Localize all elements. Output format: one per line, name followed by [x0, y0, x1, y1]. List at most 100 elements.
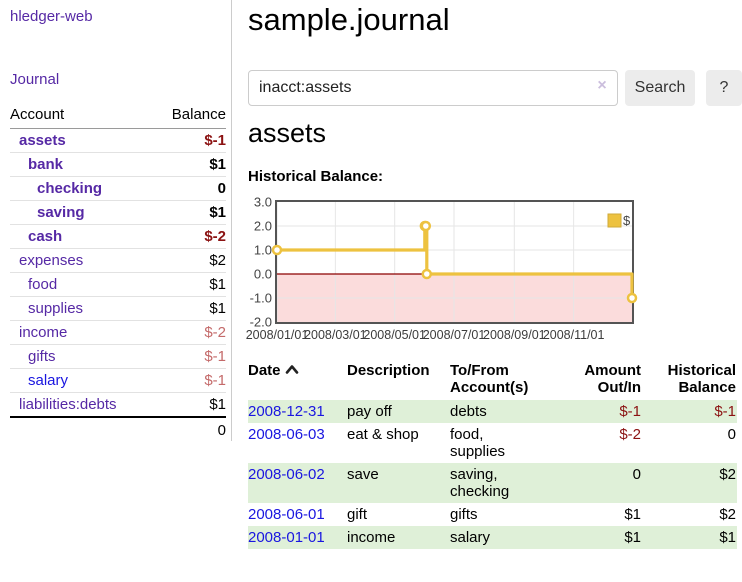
account-heading: assets [248, 118, 327, 148]
account-row: food $1 [10, 272, 226, 297]
account-link[interactable]: expenses [19, 252, 84, 269]
historical-balance-chart: 3.0 2.0 1.0 0.0 -1.0 -2.0 2008/01/01 2008/03/01… [246, 195, 742, 348]
account-link[interactable]: liabilities:debts [19, 396, 117, 413]
transaction-balance: $1 [719, 529, 736, 546]
transaction-description: gift [347, 506, 368, 523]
transaction-accounts: gifts [450, 506, 478, 523]
sidebar: hledger-web Journal Account Balance asse… [0, 0, 231, 582]
account-balance: $1 [153, 272, 226, 297]
transaction-description: eat & shop [347, 426, 419, 443]
help-button[interactable]: ? [706, 70, 742, 106]
app-brand-link[interactable]: hledger-web [10, 8, 93, 25]
data-point-marker [421, 268, 433, 280]
accounts-total-row: 0 [10, 416, 226, 443]
account-row: income $-2 [10, 320, 226, 345]
transaction-amount: $-1 [619, 403, 641, 420]
y-axis-tick-label: 1.0 [254, 243, 272, 258]
register-header-date[interactable]: Date [248, 360, 347, 400]
account-balance: $1 [153, 296, 226, 321]
transaction-date-link[interactable]: 2008-06-02 [248, 466, 325, 483]
account-link[interactable]: cash [28, 228, 63, 245]
account-link[interactable]: income [19, 324, 68, 341]
accounts-total-value: 0 [153, 416, 226, 443]
x-axis-tick-label: 2008/05/01 [363, 328, 426, 342]
account-row: cash $-2 [10, 224, 226, 249]
account-row: liabilities:debts $1 [10, 392, 226, 417]
register-row: 2008-06-01 gift gifts $1 $2 [248, 503, 737, 526]
x-axis-tick-label: 2008/01/01 [246, 328, 309, 342]
account-balance: $-1 [204, 132, 226, 149]
legend-swatch [607, 213, 622, 228]
plot-border [275, 200, 634, 324]
x-axis-tick-label: 2008/09/01 [483, 328, 546, 342]
account-balance: $2 [153, 248, 226, 273]
x-axis-tick-label: 2008/03/01 [304, 328, 367, 342]
page-title: sample.journal [248, 2, 450, 37]
account-link[interactable]: salary [28, 372, 69, 389]
account-link[interactable]: supplies [28, 300, 84, 317]
transaction-amount: $1 [624, 506, 641, 523]
y-axis-tick-label: -2.0 [250, 315, 272, 330]
account-balance: 0 [153, 176, 226, 201]
account-row: salary $-1 [10, 368, 226, 393]
transaction-accounts: debts [450, 403, 487, 420]
register-header-description: Description [347, 362, 430, 379]
accounts-total-spacer [10, 416, 154, 443]
transaction-date-link[interactable]: 2008-06-03 [248, 426, 325, 443]
account-link[interactable]: saving [37, 204, 85, 221]
transaction-balance: 0 [727, 426, 736, 443]
chart-heading: Historical Balance: [248, 168, 384, 185]
account-row: assets $-1 [10, 129, 226, 153]
y-axis-tick-label: 3.0 [254, 195, 272, 210]
accounts-table-body: assets $-1 bank $1 checking 0 saving $1 cash $-2 e… [10, 129, 226, 417]
transaction-accounts: food, supplies [450, 426, 506, 460]
register-header-accounts: To/From Account(s) [450, 362, 529, 396]
account-row: gifts $-1 [10, 344, 226, 369]
account-balance: $1 [153, 392, 226, 417]
x-axis-tick-label: 2008/11/01 [543, 328, 605, 342]
register-row: 2008-01-01 income salary $1 $1 [248, 526, 737, 549]
data-point-marker [271, 244, 283, 256]
account-row: bank $1 [10, 152, 226, 177]
register-header-amount: Amount Out/In [584, 362, 641, 396]
register-header-balance: Historical Balance [667, 362, 736, 396]
search-input[interactable] [248, 70, 618, 106]
sort-ascending-icon [285, 362, 299, 379]
transaction-date-link[interactable]: 2008-06-01 [248, 506, 325, 523]
account-row: saving $1 [10, 200, 226, 225]
legend-label: $ [623, 213, 631, 228]
clear-search-icon[interactable]: × [597, 77, 607, 94]
account-balance: $1 [153, 152, 226, 177]
register-row: 2008-06-03 eat & shop food, supplies $-2 0 [248, 423, 737, 463]
account-link[interactable]: food [28, 276, 58, 293]
transaction-description: pay off [347, 403, 392, 420]
register-table: Date Description To/From Account(s) Amou… [248, 360, 737, 549]
register-table-body: 2008-12-31 pay off debts $-1 $-1 2008-06-03 ea… [248, 400, 737, 549]
account-link[interactable]: assets [19, 132, 66, 149]
transaction-amount: 0 [632, 466, 641, 483]
account-balance: $-1 [153, 368, 226, 393]
y-axis-tick-label: 2.0 [254, 219, 272, 234]
y-axis-tick-label: -1.0 [250, 291, 272, 306]
account-link[interactable]: gifts [28, 348, 56, 365]
transaction-date-link[interactable]: 2008-01-01 [248, 529, 325, 546]
accounts-header-balance: Balance [153, 103, 226, 129]
main-content: sample.journal × Search ? assets Histori… [246, 0, 742, 582]
transaction-description: income [347, 529, 396, 546]
transaction-balance: $-1 [714, 403, 736, 420]
account-balance: $-2 [153, 224, 226, 249]
transaction-amount: $-2 [619, 426, 641, 443]
search-button[interactable]: Search [625, 70, 695, 106]
sidebar-item-journal[interactable]: Journal [10, 71, 60, 88]
search-form: × Search ? [248, 70, 742, 106]
accounts-header-row: Account Balance [10, 103, 226, 129]
account-row: expenses $2 [10, 248, 226, 273]
account-link[interactable]: bank [28, 156, 64, 173]
transaction-accounts: saving, checking [450, 466, 510, 500]
register-header-row: Date Description To/From Account(s) Amou… [248, 360, 737, 400]
sidebar-divider [231, 0, 232, 441]
register-row: 2008-12-31 pay off debts $-1 $-1 [248, 400, 737, 423]
transaction-date-link[interactable]: 2008-12-31 [248, 403, 325, 420]
account-link[interactable]: checking [37, 180, 103, 197]
account-balance: $1 [153, 200, 226, 225]
